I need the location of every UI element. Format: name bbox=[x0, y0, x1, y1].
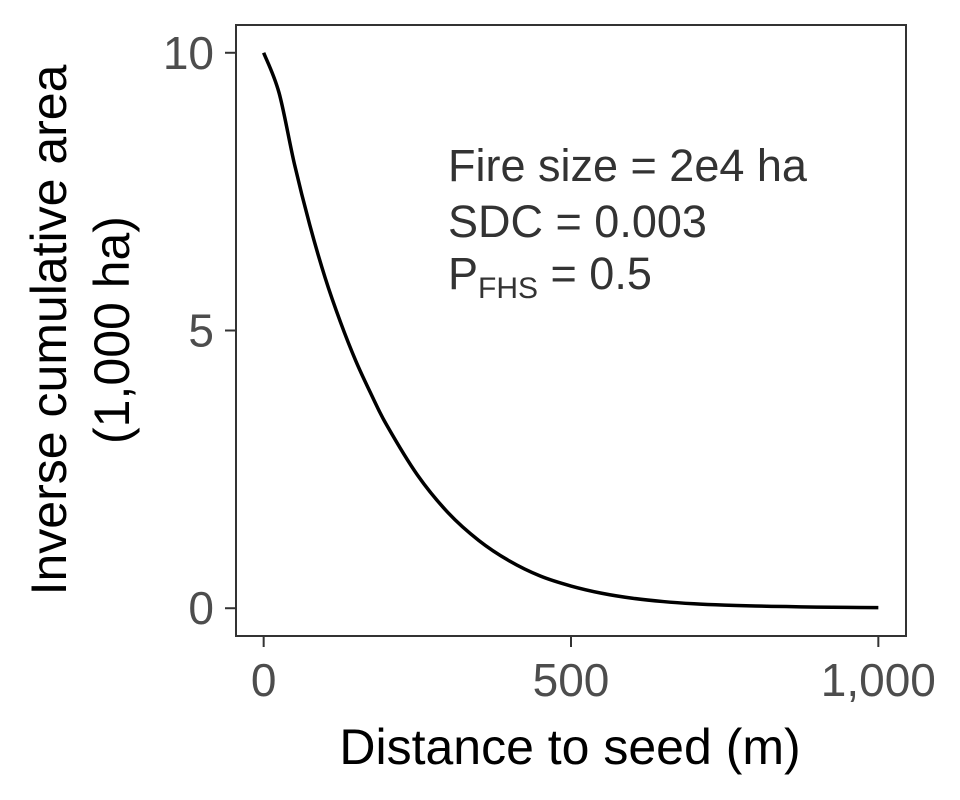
x-tick-label: 500 bbox=[533, 654, 610, 706]
annotation-pfhs-subscript: FHS bbox=[478, 272, 538, 305]
annotation-sdc: SDC = 0.003 bbox=[448, 196, 707, 247]
y-tick-label: 5 bbox=[188, 305, 214, 357]
axis-ticks bbox=[225, 51, 880, 647]
plot-panel-border bbox=[235, 24, 907, 637]
annotation-pfhs-prefix: P bbox=[448, 248, 478, 299]
annotation-pfhs-suffix: = 0.5 bbox=[538, 248, 652, 299]
x-tick-labels: 0 500 1,000 bbox=[251, 654, 936, 706]
annotation-pfhs: PFHS = 0.5 bbox=[448, 248, 652, 305]
x-tick-label: 1,000 bbox=[821, 654, 936, 706]
annotation-fire-size: Fire size = 2e4 ha bbox=[448, 140, 808, 191]
x-tick-label: 0 bbox=[251, 654, 277, 706]
x-axis-title: Distance to seed (m) bbox=[339, 719, 800, 775]
y-tick-label: 0 bbox=[188, 582, 214, 634]
y-axis-title-line2: (1,000 ha) bbox=[84, 216, 140, 444]
y-tick-label: 10 bbox=[163, 27, 214, 79]
y-axis-title-line1: Inverse cumulative area bbox=[21, 64, 77, 595]
series-layer bbox=[262, 52, 879, 610]
series-line bbox=[262, 52, 879, 610]
y-tick-labels: 0 5 10 bbox=[163, 27, 214, 634]
